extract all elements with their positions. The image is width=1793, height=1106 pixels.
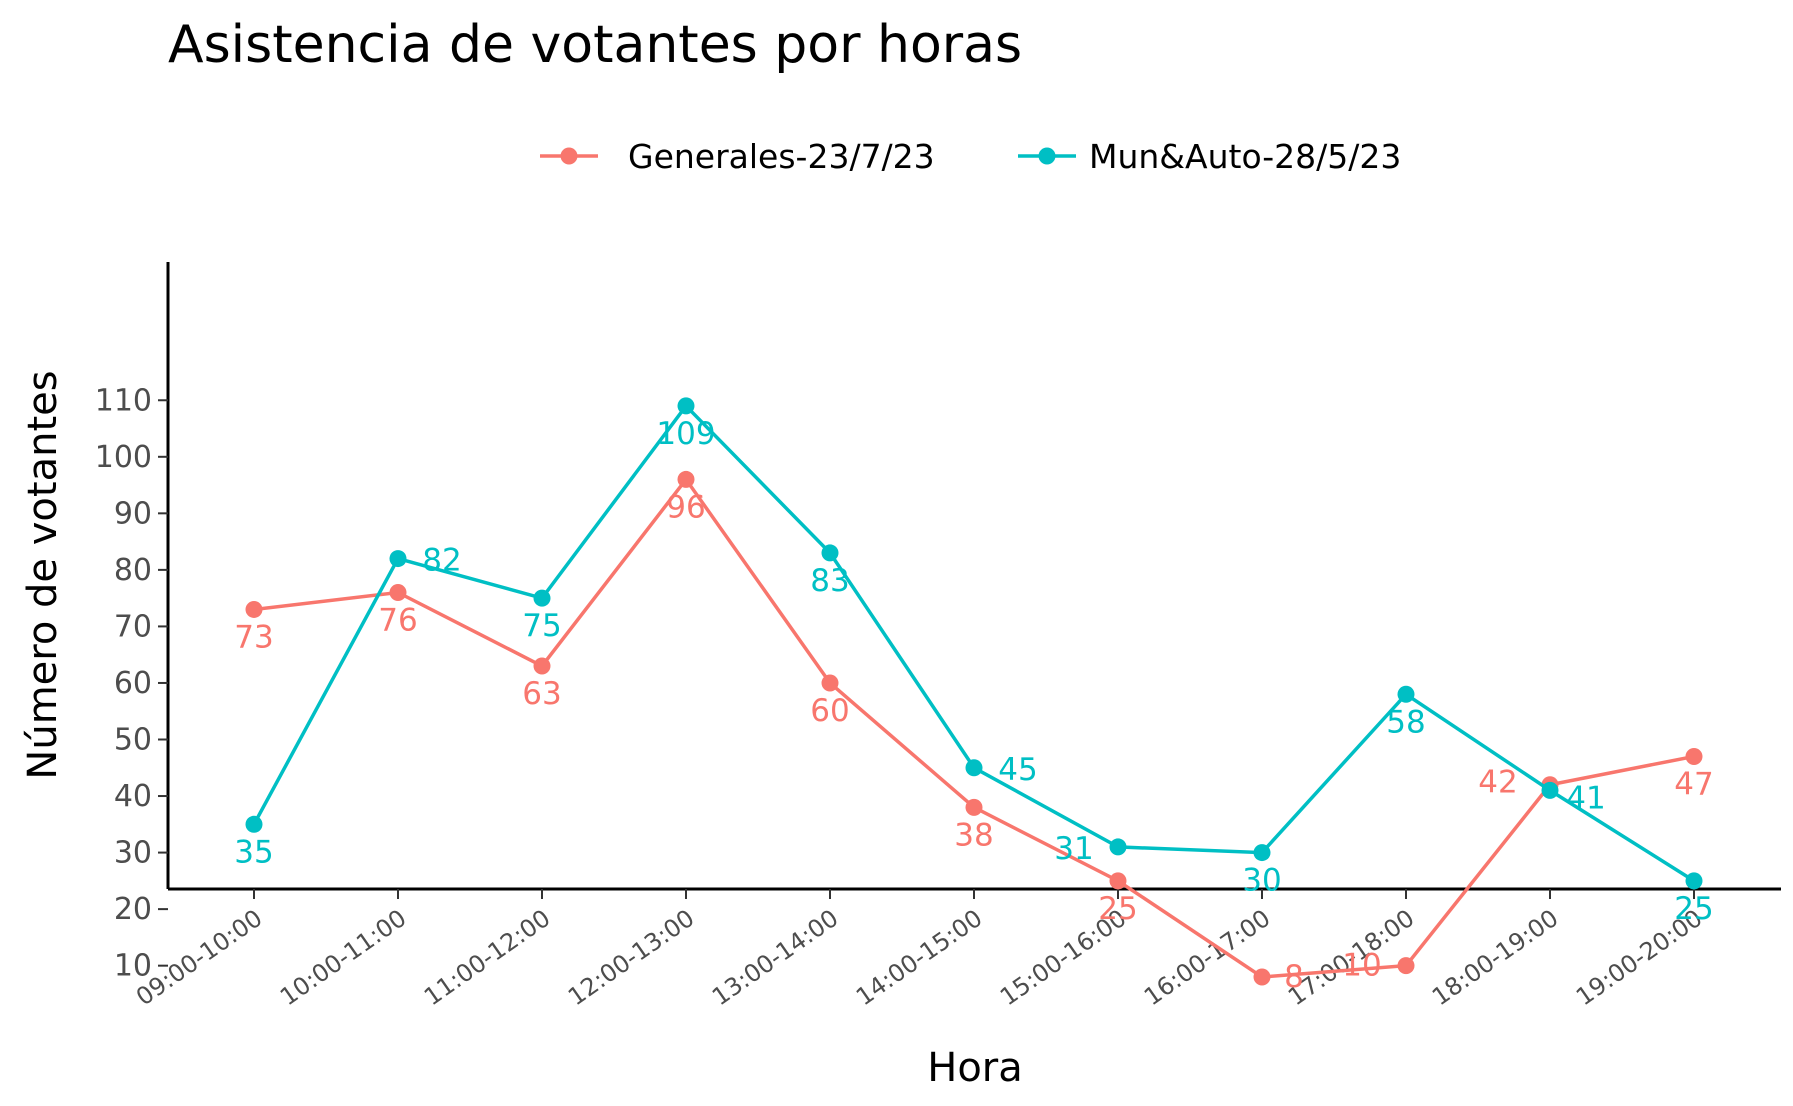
- data-label: 45: [998, 752, 1037, 788]
- x-axis-title: Hora: [927, 1045, 1023, 1091]
- data-label: 41: [1566, 780, 1605, 816]
- data-labels: 73 76 63 96 60 38 25 8 10 42 47 35 82 75 109 83 45 31 30 58…: [234, 416, 1713, 995]
- data-point: [821, 674, 839, 692]
- y-tick-label: 60: [114, 666, 152, 701]
- data-point: [1253, 968, 1271, 986]
- legend-point-icon: [560, 147, 578, 165]
- x-tick-label: 18:00-19:00: [1427, 904, 1563, 1011]
- data-point: [533, 589, 551, 607]
- data-point: [1685, 747, 1703, 765]
- data-point: [389, 550, 407, 568]
- data-label: 83: [810, 563, 849, 599]
- data-label: 73: [234, 619, 273, 655]
- data-label: 8: [1284, 959, 1304, 995]
- data-label: 42: [1478, 765, 1517, 801]
- data-label: 10: [1342, 948, 1381, 984]
- y-tick-label: 90: [114, 496, 152, 531]
- y-tick-label: 80: [114, 553, 152, 588]
- data-label: 31: [1054, 831, 1093, 867]
- data-label: 30: [1242, 863, 1281, 899]
- data-label: 47: [1674, 766, 1713, 802]
- legend-item: Generales-23/7/23: [540, 137, 935, 176]
- data-label: 25: [1098, 891, 1137, 927]
- data-point: [1397, 685, 1415, 703]
- x-tick-label: 12:00-13:00: [563, 904, 699, 1011]
- legend: Generales-23/7/23 Mun&Auto-28/5/23: [540, 137, 1401, 176]
- y-tick-label: 30: [114, 836, 152, 871]
- x-tick-label: 10:00-11:00: [275, 904, 411, 1011]
- data-label: 76: [378, 602, 417, 638]
- legend-label: Mun&Auto-28/5/23: [1089, 137, 1401, 176]
- data-point: [677, 397, 695, 415]
- data-point: [1253, 844, 1271, 862]
- data-point: [1109, 872, 1127, 890]
- series-group: [245, 397, 1703, 986]
- data-label: 58: [1386, 704, 1425, 740]
- data-label: 96: [666, 489, 705, 525]
- data-label: 75: [522, 608, 561, 644]
- y-tick-label: 110: [95, 383, 152, 418]
- legend-label: Generales-23/7/23: [628, 137, 935, 176]
- data-point: [245, 815, 263, 833]
- x-tick-label: 16:00-17:00: [1139, 904, 1275, 1011]
- data-label: 109: [656, 416, 715, 452]
- data-point: [1397, 957, 1415, 975]
- y-tick-label: 50: [114, 723, 152, 758]
- data-point: [389, 583, 407, 601]
- y-tick-label: 40: [114, 779, 152, 814]
- legend-item: Mun&Auto-28/5/23: [1018, 137, 1401, 176]
- data-point: [1109, 838, 1127, 856]
- data-label: 35: [234, 834, 273, 870]
- y-ticks: 10 20 30 40 50 60 70 80 90 100 110: [95, 383, 168, 984]
- y-axis-title: Número de votantes: [20, 370, 66, 779]
- data-point: [821, 544, 839, 562]
- data-point: [965, 759, 983, 777]
- axes: [166, 262, 1781, 891]
- data-point: [533, 657, 551, 675]
- y-tick-label: 20: [114, 892, 152, 927]
- x-tick-label: 11:00-12:00: [419, 904, 555, 1011]
- series-line: [253, 476, 1695, 979]
- data-point: [245, 600, 263, 618]
- x-tick-label: 13:00-14:00: [707, 904, 843, 1011]
- data-label: 25: [1674, 891, 1713, 927]
- x-ticks: 09:00-10:00 10:00-11:00 11:00-12:00 12:00-1…: [131, 889, 1707, 1011]
- data-point: [1541, 781, 1559, 799]
- y-tick-label: 70: [114, 609, 152, 644]
- y-tick-label: 10: [114, 949, 152, 984]
- data-label: 38: [954, 817, 993, 853]
- chart-title: Asistencia de votantes por horas: [168, 15, 1022, 75]
- data-label: 82: [422, 543, 461, 579]
- data-point: [677, 470, 695, 488]
- data-label: 63: [522, 676, 561, 712]
- data-point: [965, 798, 983, 816]
- data-point: [1685, 872, 1703, 890]
- legend-point-icon: [1038, 147, 1056, 165]
- data-label: 60: [810, 693, 849, 729]
- x-tick-label: 14:00-15:00: [851, 904, 987, 1011]
- y-tick-label: 100: [95, 440, 152, 475]
